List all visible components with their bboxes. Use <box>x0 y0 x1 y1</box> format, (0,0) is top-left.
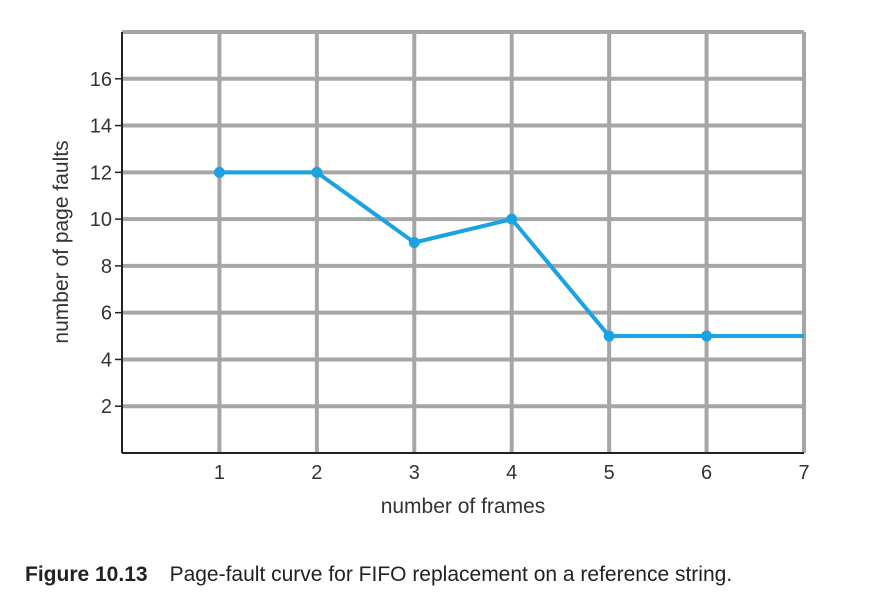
axes <box>121 32 804 454</box>
x-tick-label-7: 7 <box>798 462 809 484</box>
x-tick-label-2: 2 <box>311 462 322 484</box>
x-tick-label-3: 3 <box>409 462 420 484</box>
figure-caption: Figure 10.13 Page-fault curve for FIFO re… <box>25 563 732 587</box>
data-point-1 <box>213 166 225 178</box>
x-tick-label-6: 6 <box>701 462 712 484</box>
data-point-5 <box>603 330 615 342</box>
y-tick-label-4: 4 <box>101 349 112 371</box>
data-point-2 <box>311 166 323 178</box>
x-tick-label-1: 1 <box>214 462 225 484</box>
series <box>213 166 804 342</box>
data-point-4 <box>506 213 518 225</box>
y-tick-label-6: 6 <box>101 303 112 325</box>
x-tick-label-5: 5 <box>604 462 615 484</box>
data-point-6 <box>701 330 713 342</box>
caption-text: Page-fault curve for FIFO replacement on… <box>169 563 733 586</box>
y-tick-label-2: 2 <box>101 396 112 418</box>
y-tick-label-14: 14 <box>90 116 112 138</box>
figure-number: Figure 10.13 <box>25 563 148 586</box>
data-point-3 <box>408 237 420 248</box>
grid <box>122 30 806 453</box>
y-tick-label-16: 16 <box>90 69 112 91</box>
x-tick-label-4: 4 <box>506 462 517 484</box>
y-tick-label-8: 8 <box>101 256 112 278</box>
y-tick-label-10: 10 <box>90 209 112 231</box>
y-tick-label-12: 12 <box>90 162 112 184</box>
y-axis-label: number of page faults <box>50 140 73 343</box>
x-axis-label: number of frames <box>381 495 546 518</box>
